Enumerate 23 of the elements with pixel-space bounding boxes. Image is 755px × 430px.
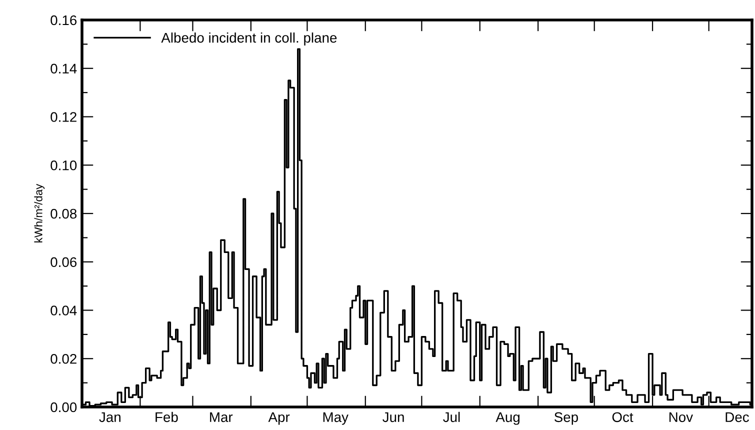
y-tick-label: 0.16 [50, 15, 77, 26]
y-tick-label: 0.00 [50, 402, 77, 412]
y-tick-label: 0.10 [50, 160, 77, 170]
x-tick-label: Sep [554, 412, 578, 425]
x-tick-label: Mar [210, 412, 233, 422]
x-tick-label: May [323, 412, 348, 425]
y-tick-label: 0.12 [50, 112, 76, 122]
x-tick-label: Dec [726, 412, 749, 422]
x-tick-label: Jun [382, 412, 404, 422]
y-tick-label: 0.04 [50, 306, 77, 316]
x-tick-label: Nov [669, 412, 693, 422]
x-tick-label: Jan [99, 412, 120, 422]
x-tick-label: Apr [268, 412, 290, 425]
x-tick-label: Aug [496, 412, 520, 425]
x-tick-label: Jul [443, 412, 460, 422]
y-tick-label: 0.14 [50, 64, 77, 74]
y-tick-label: 0.06 [50, 257, 77, 268]
y-tick-label: 0.08 [50, 208, 77, 219]
x-tick-label: Oct [612, 412, 634, 422]
legend-label: Albedo incident in coll. plane [161, 32, 337, 46]
y-axis-title: kWh/m²/day [34, 184, 45, 242]
y-tick-label: 0.02 [50, 354, 76, 364]
x-tick-label: Feb [156, 412, 178, 422]
